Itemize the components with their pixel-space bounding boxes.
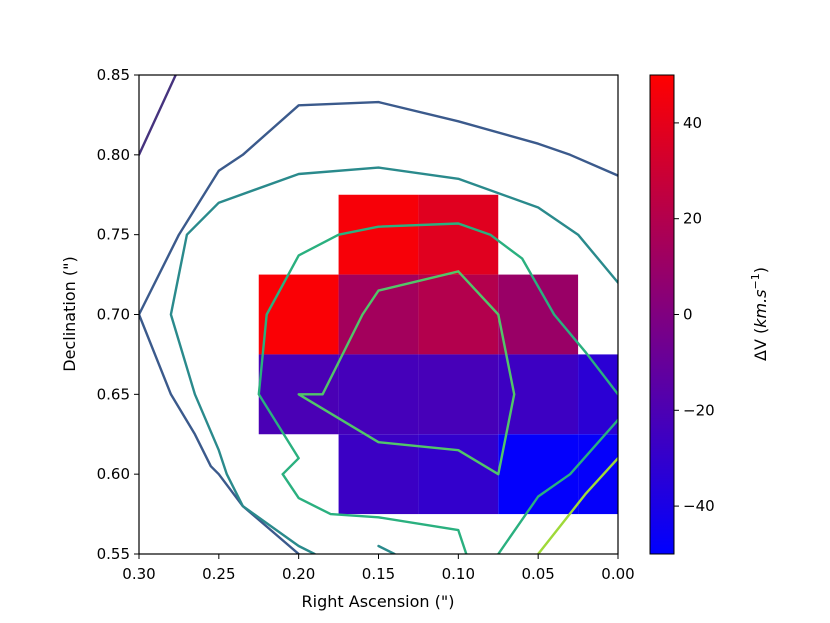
colorbar-tick-label: 0 [683,306,693,324]
colorbar-tick-label: 20 [683,210,702,228]
y-tick-label: 0.85 [97,66,130,84]
x-tick-label: 0.20 [282,565,315,583]
heatmap-cell [258,274,339,355]
heatmap-cell [338,274,419,355]
colorbar-label-unit: km.s [751,289,770,327]
y-axis-ticks: 0.55 0.60 0.65 0.70 0.75 0.80 0.85 [97,66,139,563]
heatmap-cell [578,434,618,515]
y-tick-label: 0.65 [97,385,130,403]
contour-line [257,222,618,476]
x-tick-label: 0.25 [202,565,235,583]
heatmap-cell [338,434,419,515]
colorbar [649,74,675,555]
heatmap-cell [498,434,579,515]
y-tick-label: 0.80 [97,146,130,164]
heatmap-cells [258,194,618,515]
y-axis-label: Declination (") [60,256,79,371]
colorbar-tick-label: −20 [683,401,715,419]
contour-line [169,166,618,554]
contour-line [281,473,468,554]
contour-line [139,100,618,316]
x-tick-label: 0.05 [521,565,554,583]
x-tick-label: 0.15 [362,565,395,583]
contour-line [139,75,177,157]
colorbar-label-exponent: −1 [749,273,762,289]
y-tick-label: 0.55 [97,545,130,563]
colorbar-ticks: −40 −20 0 20 40 [674,114,715,515]
colorbar-tick-label: 40 [683,114,702,132]
colorbar-label-suffix: ) [751,267,770,273]
colorbar-label: ΔV (km.s−1) [749,267,770,361]
heatmap-cell [498,354,579,435]
colorbar-tick-label: −40 [683,497,715,515]
heatmap-cell [418,274,499,355]
colorbar-label-prefix: ΔV ( [751,328,770,361]
heatmap-cell [338,194,419,275]
y-tick-label: 0.75 [97,226,130,244]
x-axis-label: Right Ascension (") [302,592,455,611]
x-tick-label: 0.30 [122,565,155,583]
heatmap-cell [418,354,499,435]
x-axis-ticks: 0.30 0.25 0.20 0.15 0.10 0.05 0.00 [122,554,635,583]
contour-line [497,418,618,554]
contour-line [297,270,516,476]
contour-line [377,544,396,554]
contour-lines [139,75,618,554]
y-tick-label: 0.70 [97,306,130,324]
x-tick-label: 0.00 [601,565,634,583]
y-tick-label: 0.60 [97,465,130,483]
x-tick-label: 0.10 [442,565,475,583]
heatmap-cell [418,194,499,275]
heatmap-cell [338,354,419,435]
contour-line [537,457,618,554]
